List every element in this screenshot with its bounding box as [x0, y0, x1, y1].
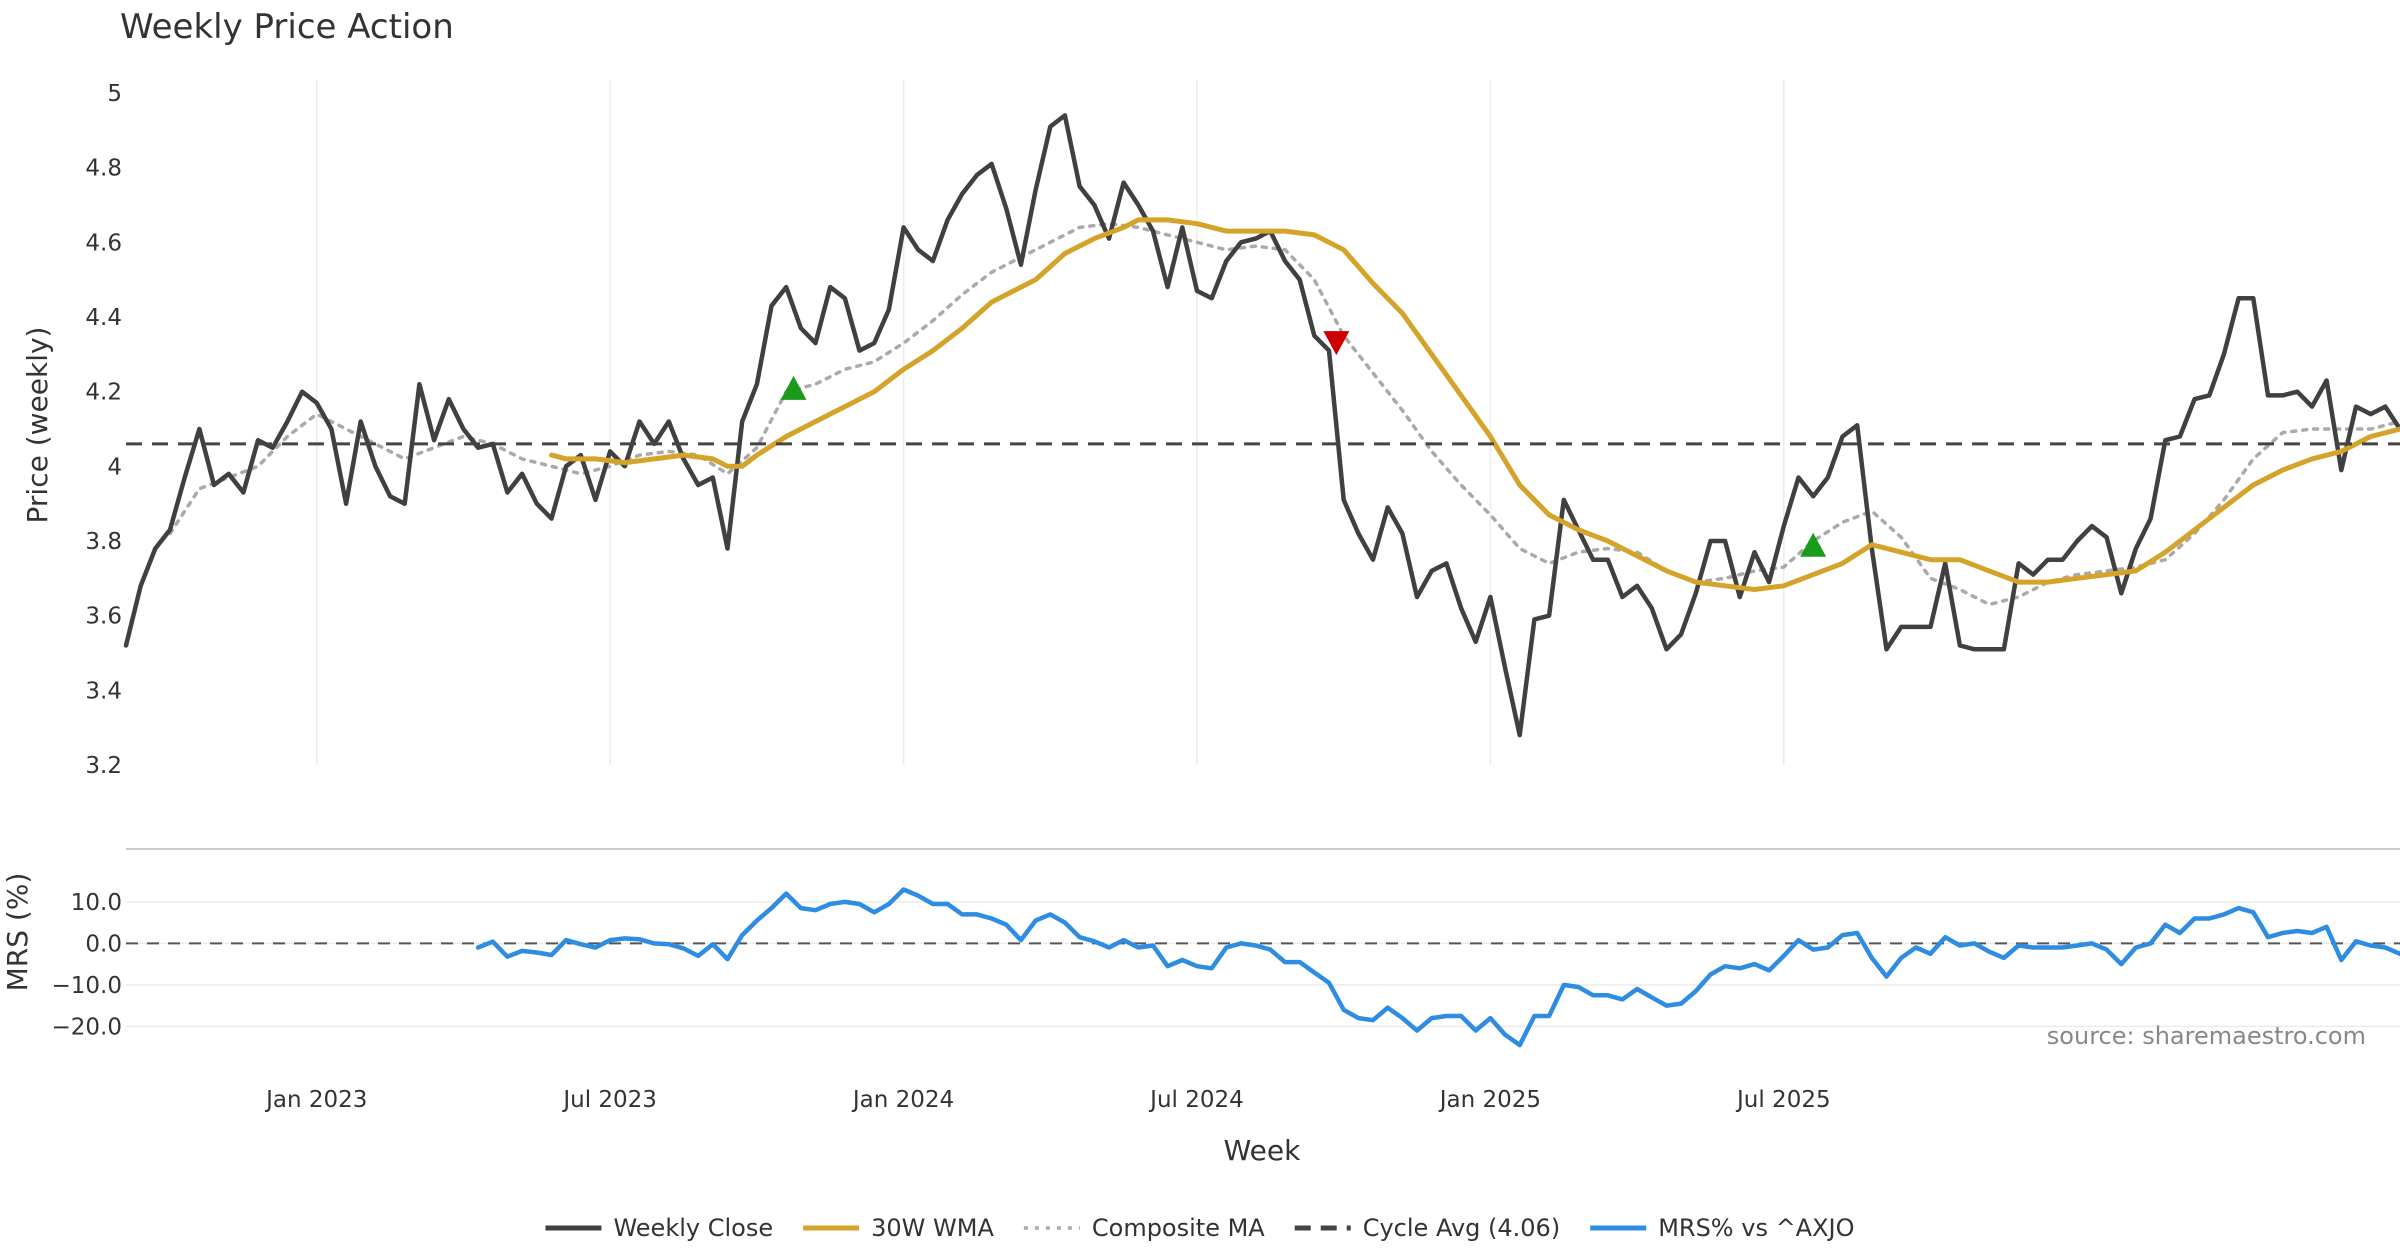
- price-y-tick-label: 4.4: [85, 305, 122, 331]
- price-series-group: [123, 113, 2400, 738]
- price-y-tick-label: 3.6: [85, 604, 122, 630]
- legend-label-weekly-close: Weekly Close: [613, 1214, 773, 1242]
- mrs-y-axis-title: MRS (%): [1, 873, 34, 992]
- mrs-y-tick-label: 10.0: [71, 890, 122, 916]
- legend-label-composite-ma: Composite MA: [1092, 1214, 1265, 1242]
- buy-signal-marker: [780, 375, 807, 400]
- legend-label-mrs-vs-axjo: MRS% vs ^AXJO: [1658, 1214, 1854, 1242]
- price-panel-gridlines: [315, 80, 1785, 765]
- series-weekly-close: [123, 113, 2400, 738]
- price-y-tick-label: 4.2: [85, 380, 122, 406]
- x-tick-label: Jan 2024: [851, 1087, 954, 1113]
- mrs-series-group: [126, 887, 2400, 1048]
- mrs-y-tick-label: 0.0: [85, 931, 122, 957]
- price-y-tick-label: 4.8: [85, 156, 122, 182]
- mrs-y-tick-label: −10.0: [52, 973, 122, 999]
- x-tick-label: Jul 2024: [1148, 1087, 1244, 1113]
- price-y-tick-label: 5: [107, 81, 122, 107]
- price-y-tick-label: 3.8: [85, 529, 122, 555]
- x-axis-title: Week: [1224, 1134, 1301, 1167]
- source-note: source: sharemaestro.com: [2047, 1022, 2366, 1050]
- mrs-panel-gridlines: [126, 901, 2400, 1028]
- price-y-axis: 5 4.8 4.6 4.4 4.2 4 3.8 3.6 3.4 3.2: [85, 81, 122, 779]
- sell-signal-marker: [1323, 331, 1350, 356]
- mrs-y-axis: 10.0 0.0 −10.0 −20.0: [52, 890, 122, 1041]
- series-mrs-vs-axjo: [475, 887, 2400, 1048]
- series-composite-ma: [168, 221, 2400, 607]
- signal-markers: [780, 331, 1827, 557]
- legend-label-30w-wma: 30W WMA: [871, 1214, 994, 1242]
- x-tick-label: Jan 2023: [264, 1087, 367, 1113]
- x-tick-label: Jul 2025: [1735, 1087, 1831, 1113]
- price-y-axis-title: Price (weekly): [21, 327, 54, 524]
- x-axis: Jan 2023 Jul 2023 Jan 2024 Jul 2024 Jan 2025…: [264, 1087, 1831, 1113]
- series-30w-wma: [549, 217, 2400, 592]
- chart-title: Weekly Price Action: [120, 7, 454, 47]
- legend-label-cycle-avg-4-06: Cycle Avg (4.06): [1363, 1214, 1560, 1242]
- buy-signal-marker: [1800, 532, 1827, 557]
- price-y-tick-label: 3.2: [85, 753, 122, 779]
- price-y-tick-label: 4: [107, 454, 122, 480]
- x-tick-label: Jul 2023: [561, 1087, 657, 1113]
- x-tick-label: Jan 2025: [1438, 1087, 1541, 1113]
- legend: Weekly Close 30W WMA Composite MA Cycle Avg…: [545, 1214, 1855, 1242]
- price-y-tick-label: 3.4: [85, 678, 122, 704]
- price-y-tick-label: 4.6: [85, 230, 122, 256]
- mrs-y-tick-label: −20.0: [52, 1014, 122, 1040]
